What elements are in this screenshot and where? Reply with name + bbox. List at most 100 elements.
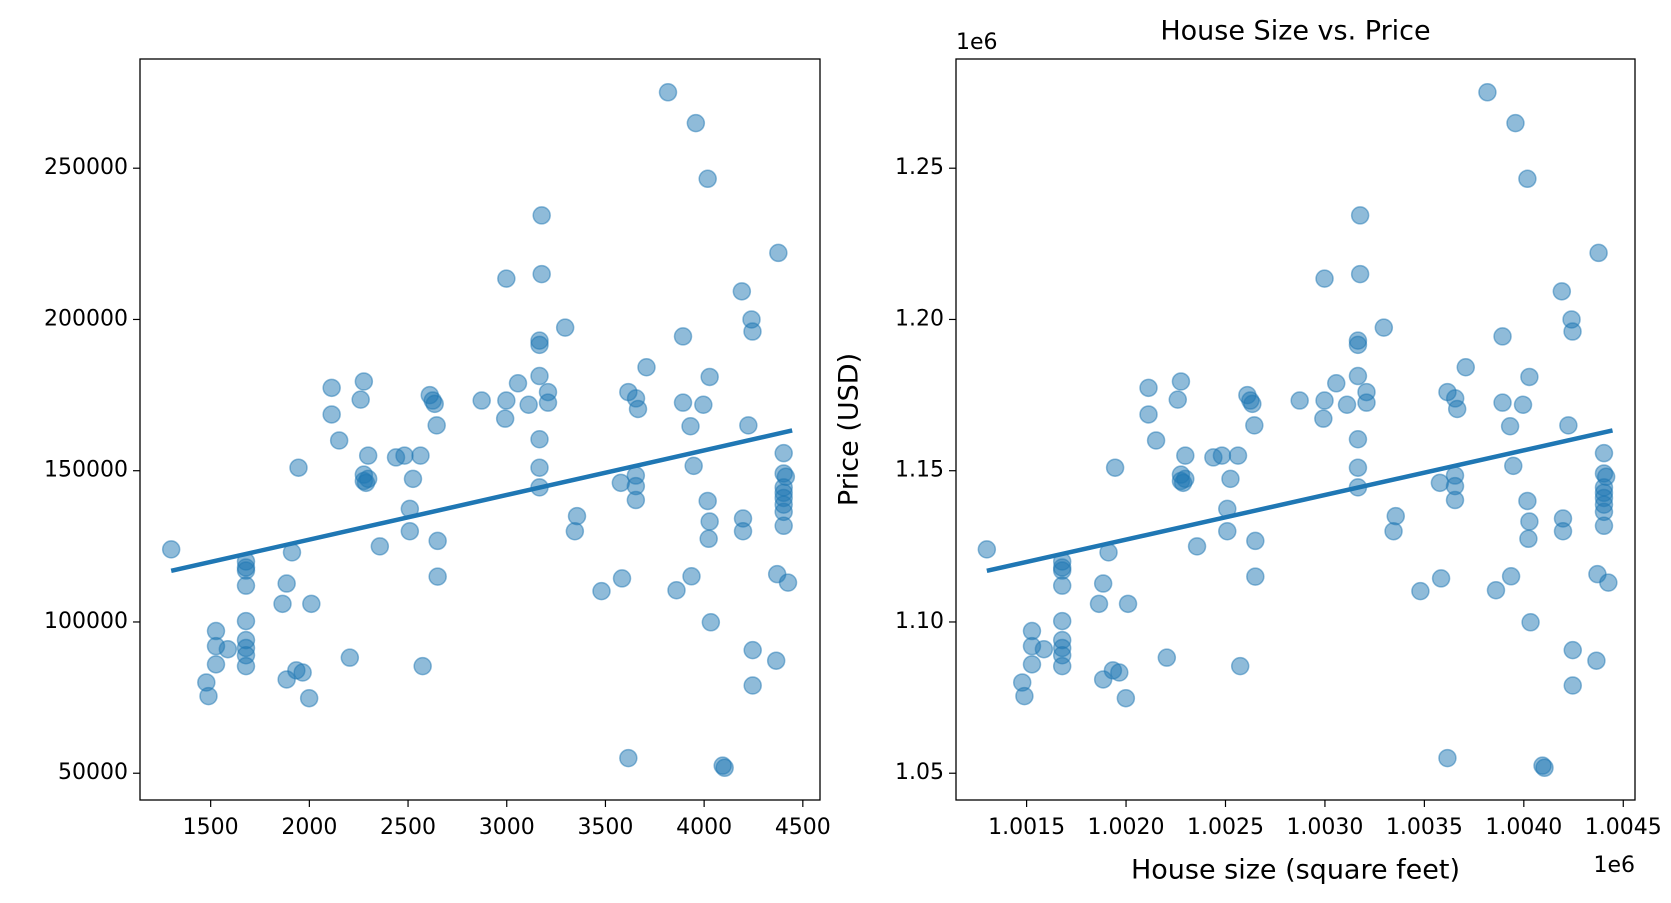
data-point bbox=[698, 169, 717, 189]
data-point bbox=[673, 327, 693, 346]
data-point bbox=[778, 573, 798, 592]
data-point bbox=[1314, 409, 1333, 428]
data-point bbox=[1447, 399, 1467, 419]
data-point bbox=[977, 540, 997, 559]
data-point bbox=[1052, 656, 1072, 676]
data-point bbox=[293, 663, 312, 682]
data-point bbox=[1348, 366, 1368, 386]
data-point bbox=[1089, 594, 1109, 614]
data-point bbox=[322, 405, 341, 424]
data-point bbox=[1438, 748, 1457, 768]
data-point bbox=[277, 574, 296, 593]
data-point bbox=[161, 540, 181, 559]
data-point bbox=[1034, 639, 1054, 659]
data-point bbox=[532, 264, 551, 284]
data-point bbox=[667, 580, 686, 600]
data-point bbox=[289, 458, 308, 477]
x-tick-label: 3500 bbox=[577, 815, 633, 840]
data-point bbox=[273, 594, 292, 614]
data-point bbox=[413, 656, 432, 676]
data-point bbox=[530, 458, 549, 477]
y-tick-label: 50000 bbox=[58, 760, 128, 785]
data-point bbox=[1337, 395, 1357, 415]
data-point bbox=[658, 83, 678, 102]
data-point bbox=[358, 469, 378, 489]
data-point bbox=[673, 393, 693, 412]
y-tick-label: 250000 bbox=[44, 155, 128, 180]
x-tick-label: 2000 bbox=[281, 815, 337, 840]
data-point bbox=[700, 367, 719, 387]
data-point bbox=[400, 521, 420, 541]
data-point bbox=[1520, 367, 1539, 387]
data-point bbox=[565, 521, 585, 541]
data-point bbox=[1552, 282, 1572, 301]
data-point bbox=[299, 688, 319, 708]
data-point bbox=[769, 243, 788, 263]
data-point bbox=[538, 393, 558, 412]
data-point bbox=[199, 686, 218, 706]
data-point bbox=[1139, 405, 1158, 424]
data-point bbox=[1521, 613, 1540, 632]
x-tick-label: 2500 bbox=[380, 815, 436, 840]
data-point bbox=[1501, 567, 1521, 586]
data-point bbox=[592, 581, 611, 601]
y-tick-label: 1.15 bbox=[895, 458, 944, 483]
data-point bbox=[619, 748, 638, 768]
data-point bbox=[1386, 506, 1405, 526]
data-point bbox=[411, 446, 430, 465]
data-point bbox=[1430, 473, 1450, 493]
y-tick-label: 150000 bbox=[44, 458, 128, 483]
y-tick-label: 1.05 bbox=[895, 760, 944, 785]
data-point bbox=[743, 676, 762, 695]
data-point bbox=[1246, 567, 1265, 586]
data-point bbox=[1105, 458, 1125, 477]
data-point bbox=[774, 516, 793, 536]
data-point bbox=[681, 416, 700, 436]
data-point bbox=[1587, 651, 1606, 670]
data-point bbox=[1594, 516, 1614, 536]
data-point bbox=[1246, 531, 1265, 551]
x-axis-label: House size (square feet) bbox=[1131, 855, 1460, 886]
data-point bbox=[766, 651, 786, 670]
x-tick-label: 1.0015 bbox=[988, 815, 1065, 840]
data-point bbox=[1157, 648, 1177, 667]
data-point bbox=[1535, 758, 1554, 778]
data-point bbox=[1513, 395, 1533, 415]
data-point bbox=[732, 282, 752, 301]
data-point bbox=[497, 391, 516, 410]
data-point bbox=[1348, 335, 1368, 355]
data-point bbox=[701, 613, 721, 632]
data-point bbox=[1478, 83, 1497, 102]
data-point bbox=[1486, 580, 1506, 600]
x-tick-label: 3000 bbox=[479, 815, 535, 840]
data-point bbox=[1500, 416, 1520, 436]
data-point bbox=[1559, 416, 1578, 435]
data-point bbox=[1596, 467, 1616, 487]
x-tick-label: 1500 bbox=[183, 815, 239, 840]
data-point bbox=[698, 491, 717, 511]
data-point bbox=[1506, 113, 1525, 133]
data-point bbox=[1563, 322, 1582, 341]
data-point bbox=[1245, 416, 1264, 435]
data-point bbox=[1315, 269, 1334, 288]
y-tick-label: 100000 bbox=[44, 609, 128, 634]
data-point bbox=[1221, 469, 1240, 489]
data-point bbox=[1093, 574, 1113, 593]
data-point bbox=[1520, 512, 1539, 531]
data-point bbox=[1350, 206, 1370, 225]
x-tick-label: 1.0025 bbox=[1187, 815, 1264, 840]
data-point bbox=[1445, 490, 1465, 510]
data-point bbox=[1118, 594, 1138, 614]
data-point bbox=[218, 639, 238, 659]
data-point bbox=[699, 529, 718, 549]
data-point bbox=[395, 446, 414, 465]
data-point bbox=[1116, 688, 1136, 708]
data-point bbox=[1052, 576, 1072, 595]
data-point bbox=[370, 537, 390, 556]
x-tick-label: 1.0040 bbox=[1485, 815, 1562, 840]
data-point bbox=[626, 490, 646, 510]
data-point bbox=[1518, 491, 1537, 511]
data-point bbox=[1327, 374, 1346, 393]
data-point bbox=[428, 531, 447, 551]
